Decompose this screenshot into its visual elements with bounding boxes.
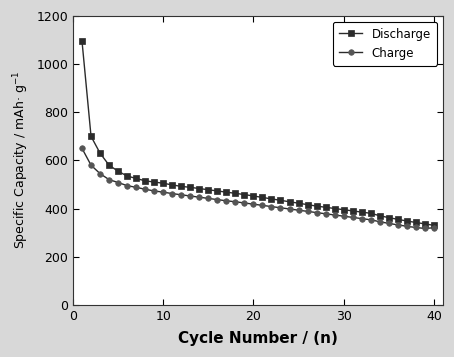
Charge: [89, 163, 94, 167]
Discharge: [422, 222, 428, 226]
Charge: [287, 207, 292, 211]
Discharge: [368, 211, 374, 216]
Legend: Discharge, Charge: Discharge, Charge: [333, 22, 437, 66]
Charge: [314, 210, 319, 215]
Charge: [124, 183, 130, 188]
Charge: [260, 203, 265, 207]
Charge: [242, 201, 247, 205]
Charge: [251, 202, 256, 206]
Discharge: [133, 176, 139, 181]
Discharge: [161, 181, 166, 185]
Discharge: [359, 210, 365, 214]
Discharge: [215, 189, 220, 193]
Discharge: [152, 180, 157, 184]
Discharge: [305, 202, 310, 207]
Discharge: [260, 195, 265, 200]
Discharge: [332, 206, 337, 211]
Line: Charge: Charge: [79, 146, 437, 231]
Charge: [386, 221, 391, 226]
Discharge: [377, 213, 382, 218]
Charge: [97, 171, 103, 176]
Discharge: [413, 220, 419, 225]
Discharge: [395, 217, 400, 221]
Charge: [269, 205, 274, 209]
Charge: [188, 194, 193, 198]
Charge: [323, 212, 328, 216]
Charge: [422, 226, 428, 231]
Discharge: [143, 179, 148, 183]
Discharge: [224, 190, 229, 194]
Charge: [359, 216, 365, 221]
Charge: [377, 220, 382, 224]
Charge: [341, 214, 346, 218]
Line: Discharge: Discharge: [79, 39, 437, 228]
Discharge: [206, 187, 211, 192]
Charge: [206, 196, 211, 201]
Charge: [152, 189, 157, 193]
Charge: [224, 198, 229, 203]
Charge: [296, 208, 301, 212]
Discharge: [296, 201, 301, 205]
Charge: [178, 193, 184, 197]
Charge: [278, 206, 283, 210]
Charge: [161, 190, 166, 194]
Charge: [79, 146, 85, 151]
Charge: [133, 185, 139, 190]
Discharge: [197, 186, 202, 191]
Discharge: [278, 198, 283, 202]
Charge: [232, 200, 238, 204]
Discharge: [178, 184, 184, 188]
Discharge: [386, 216, 391, 220]
Charge: [332, 213, 337, 217]
Discharge: [314, 204, 319, 208]
Charge: [143, 187, 148, 191]
Discharge: [287, 200, 292, 204]
Discharge: [89, 134, 94, 139]
Charge: [404, 224, 410, 228]
Discharge: [431, 223, 437, 227]
Charge: [106, 177, 112, 182]
Y-axis label: Specific Capacity / mAh· g$^{-1}$: Specific Capacity / mAh· g$^{-1}$: [11, 71, 31, 250]
Charge: [215, 197, 220, 202]
Discharge: [350, 209, 355, 213]
Discharge: [251, 194, 256, 198]
Charge: [197, 195, 202, 199]
Discharge: [188, 185, 193, 190]
Charge: [368, 218, 374, 222]
Discharge: [242, 192, 247, 197]
Discharge: [97, 151, 103, 155]
Charge: [169, 191, 175, 196]
Discharge: [404, 219, 410, 223]
Charge: [115, 180, 121, 185]
Discharge: [341, 207, 346, 212]
Discharge: [124, 174, 130, 178]
Discharge: [232, 191, 238, 196]
Discharge: [323, 205, 328, 210]
Discharge: [79, 39, 85, 44]
Charge: [305, 209, 310, 213]
Discharge: [169, 183, 175, 187]
Charge: [431, 226, 437, 230]
Discharge: [269, 197, 274, 201]
X-axis label: Cycle Number / (n): Cycle Number / (n): [178, 331, 338, 346]
Charge: [413, 225, 419, 230]
Charge: [395, 223, 400, 227]
Charge: [350, 215, 355, 220]
Discharge: [115, 169, 121, 174]
Discharge: [106, 163, 112, 167]
